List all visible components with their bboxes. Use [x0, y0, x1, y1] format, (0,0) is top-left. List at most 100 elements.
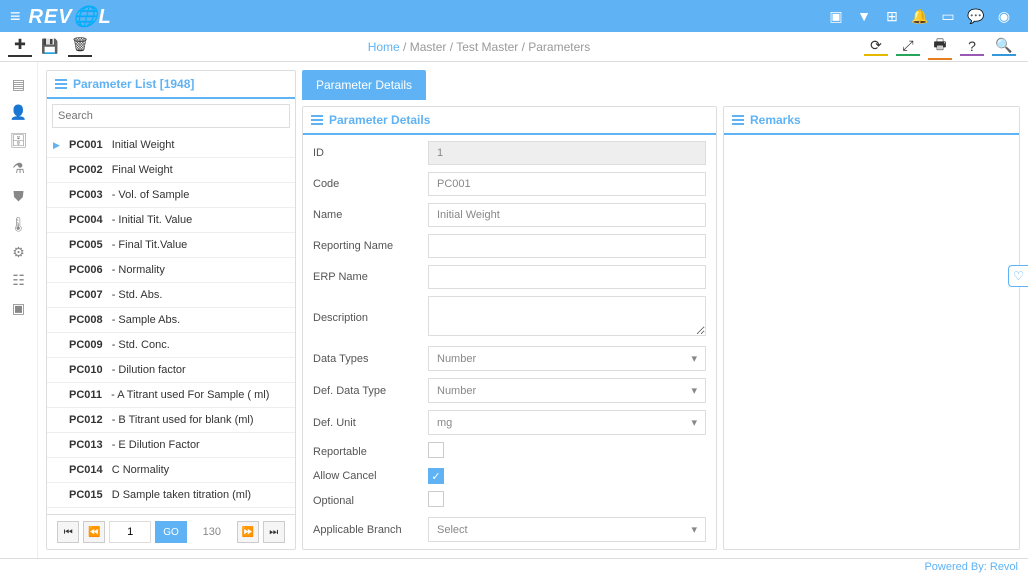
label-optional: Optional: [313, 495, 428, 507]
list-item[interactable]: PC015 D Sample taken titration (ml): [47, 483, 295, 508]
save-button[interactable]: 💾: [38, 38, 62, 55]
refresh-icon[interactable]: ⟳: [864, 37, 888, 56]
list-item[interactable]: PC005 - Final Tit.Value: [47, 233, 295, 258]
pager-first[interactable]: ⏮: [57, 521, 79, 543]
list-item[interactable]: PC009 - Std. Conc.: [47, 333, 295, 358]
list-item-code: PC011: [69, 389, 102, 401]
pager-prev[interactable]: ⏪: [83, 521, 105, 543]
search-icon[interactable]: 🔍: [992, 37, 1016, 56]
list-item-code: PC007: [69, 289, 103, 301]
breadcrumb-home[interactable]: Home: [368, 40, 400, 54]
list-item[interactable]: PC011 - A Titrant used For Sample ( ml): [47, 383, 295, 408]
breadcrumb-testmaster[interactable]: Test Master: [456, 40, 518, 54]
details-form: ID Code Name Reporting Name ERP Name Des…: [303, 135, 716, 549]
list-item-code: PC006: [69, 264, 103, 276]
nav-list-icon[interactable]: ▤: [0, 70, 37, 98]
add-button[interactable]: ✚: [8, 36, 32, 57]
pager-next[interactable]: ⏩: [237, 521, 259, 543]
list-item[interactable]: PC002 Final Weight: [47, 158, 295, 183]
print-icon[interactable]: 🖶: [928, 34, 952, 60]
input-reporting-name[interactable]: [428, 234, 706, 258]
parameter-list-header: Parameter List [1948]: [47, 71, 295, 99]
checkbox-reportable[interactable]: [428, 442, 444, 458]
select-data-types[interactable]: Number▾: [428, 346, 706, 371]
list-item[interactable]: PC008 - Sample Abs.: [47, 308, 295, 333]
list-body: PC001 Initial WeightPC002 Final WeightPC…: [47, 133, 295, 514]
chat-icon[interactable]: 💬: [962, 8, 990, 25]
label-reporting-name: Reporting Name: [313, 240, 428, 252]
nav-temp-icon[interactable]: 🌡: [0, 210, 37, 238]
logo: REV🌐L: [29, 4, 112, 29]
right-column: Parameter Details Parameter Details ID C…: [302, 70, 1020, 550]
main-area: ▤ 👤 🗄 ⚗ ⛊ 🌡 ⚙ ☷ ▣ Parameter List [1948] …: [0, 62, 1028, 558]
list-item-name: - A Titrant used For Sample ( ml): [108, 389, 269, 401]
list-item[interactable]: PC004 - Initial Tit. Value: [47, 208, 295, 233]
list-item[interactable]: PC012 - B Titrant used for blank (ml): [47, 408, 295, 433]
list-item-code: PC009: [69, 339, 103, 351]
tab-parameter-details[interactable]: Parameter Details: [302, 70, 426, 100]
list-item-code: PC014: [69, 464, 103, 476]
delete-button[interactable]: 🗑: [68, 36, 92, 57]
list-item-code: PC005: [69, 239, 103, 251]
pager-total: 130: [191, 526, 233, 538]
card-icon[interactable]: ▭: [934, 8, 962, 25]
select-def-data-type[interactable]: Number▾: [428, 378, 706, 403]
list-item[interactable]: PC003 - Vol. of Sample: [47, 183, 295, 208]
input-description[interactable]: [428, 296, 706, 336]
checkbox-optional[interactable]: [428, 491, 444, 507]
list-item[interactable]: PC006 - Normality: [47, 258, 295, 283]
list-item[interactable]: PC007 - Std. Abs.: [47, 283, 295, 308]
expand-icon[interactable]: ⤢: [896, 37, 920, 56]
breadcrumb-master[interactable]: Master: [410, 40, 447, 54]
nav-db-icon[interactable]: 🗄: [0, 126, 37, 154]
select-def-unit[interactable]: mg▾: [428, 410, 706, 435]
image-icon[interactable]: ▣: [822, 8, 850, 25]
list-item-code: PC013: [69, 439, 103, 451]
grid-icon[interactable]: ⊞: [878, 8, 906, 25]
help-icon[interactable]: ?: [960, 38, 984, 56]
nav-rows-icon[interactable]: ☷: [0, 266, 37, 294]
list-item[interactable]: PC010 - Dilution factor: [47, 358, 295, 383]
pager-go-button[interactable]: GO: [155, 521, 187, 543]
nav-user-icon[interactable]: 👤: [0, 98, 37, 126]
remarks-panel: Remarks: [723, 106, 1020, 550]
list-item[interactable]: PC013 - E Dilution Factor: [47, 433, 295, 458]
footer: Powered By: Revol: [0, 558, 1028, 578]
parameter-details-panel: Parameter Details ID Code Name Reporting…: [302, 106, 717, 550]
list-item[interactable]: PC014 C Normality: [47, 458, 295, 483]
hamburger-icon[interactable]: ≡: [10, 6, 21, 27]
list-item-name: Final Weight: [109, 164, 173, 176]
label-code: Code: [313, 178, 428, 190]
input-name[interactable]: [428, 203, 706, 227]
search-input[interactable]: [52, 104, 290, 128]
details-title: Parameter Details: [329, 113, 430, 127]
nav-shield-icon[interactable]: ⛊: [0, 182, 37, 210]
breadcrumb-parameters[interactable]: Parameters: [528, 40, 590, 54]
favorite-tab[interactable]: ♡: [1008, 265, 1028, 287]
remarks-header: Remarks: [724, 107, 1019, 135]
checkbox-allow-cancel[interactable]: ✓: [428, 468, 444, 484]
bell-icon[interactable]: 🔔: [906, 8, 934, 25]
breadcrumb: Home / Master / Test Master / Parameters: [98, 40, 860, 54]
chevron-down-icon: ▾: [691, 352, 697, 365]
input-erp-name[interactable]: [428, 265, 706, 289]
user-icon[interactable]: ◉: [990, 8, 1018, 25]
left-nav: ▤ 👤 🗄 ⚗ ⛊ 🌡 ⚙ ☷ ▣: [0, 62, 38, 558]
footer-text: Powered By: Revol: [924, 561, 1018, 573]
nav-gear-icon[interactable]: ⚙: [0, 238, 37, 266]
parameter-list-panel: Parameter List [1948] PC001 Initial Weig…: [46, 70, 296, 550]
filter-icon[interactable]: ▼: [850, 8, 878, 24]
nav-flask-icon[interactable]: ⚗: [0, 154, 37, 182]
pager-last[interactable]: ⏭: [263, 521, 285, 543]
input-code[interactable]: [428, 172, 706, 196]
list-item-name: - Std. Abs.: [109, 289, 163, 301]
list-item[interactable]: PC001 Initial Weight: [47, 133, 295, 158]
list-item-code: PC002: [69, 164, 103, 176]
label-def-unit: Def. Unit: [313, 417, 428, 429]
list-item-name: - Vol. of Sample: [109, 189, 190, 201]
select-applicable-branch[interactable]: Select▾: [428, 517, 706, 542]
bars-icon: [732, 115, 744, 125]
list-item-code: PC015: [69, 489, 103, 501]
nav-screen-icon[interactable]: ▣: [0, 294, 37, 322]
pager-page-input[interactable]: [109, 521, 151, 543]
